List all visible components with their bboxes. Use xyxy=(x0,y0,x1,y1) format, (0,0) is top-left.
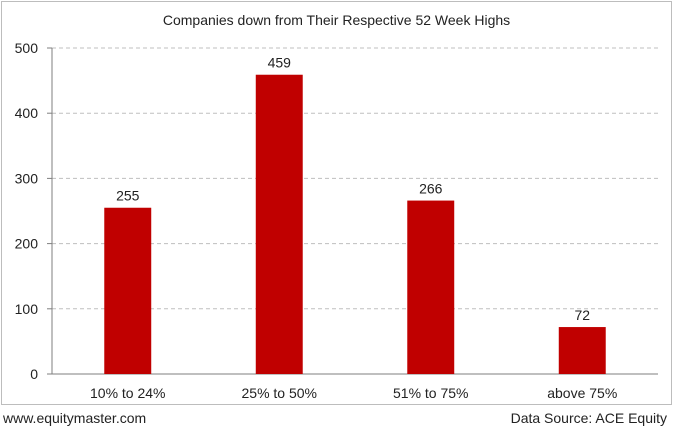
bar-series xyxy=(104,74,606,375)
data-labels: 255 459 266 72 xyxy=(116,55,590,323)
source-site: www.equitymaster.com xyxy=(3,410,147,426)
x-tick-label: above 75% xyxy=(547,385,617,401)
y-tick-label: 200 xyxy=(15,236,39,252)
y-axis: 0 100 200 300 400 500 xyxy=(15,40,53,382)
gridlines xyxy=(52,47,658,310)
bar-value-label: 72 xyxy=(574,307,590,323)
bar xyxy=(407,200,455,374)
bar xyxy=(255,74,303,375)
x-tick-label: 25% to 50% xyxy=(242,385,318,401)
y-tick-label: 0 xyxy=(30,366,38,382)
y-tick-label: 500 xyxy=(15,40,39,56)
chart-title: Companies down from Their Respective 52 … xyxy=(162,12,511,28)
x-axis: 10% to 24% 25% to 50% 51% to 75% above 75% xyxy=(52,373,658,401)
x-tick-label: 10% to 24% xyxy=(90,385,166,401)
y-tick-label: 400 xyxy=(15,105,39,121)
data-source: Data Source: ACE Equity xyxy=(510,410,667,426)
bar-value-label: 266 xyxy=(419,181,443,197)
y-tick-label: 100 xyxy=(15,301,39,317)
bar xyxy=(104,207,152,374)
bar xyxy=(558,327,606,374)
bar-value-label: 459 xyxy=(268,55,292,71)
y-tick-label: 300 xyxy=(15,170,39,186)
bar-value-label: 255 xyxy=(116,188,140,204)
x-tick-label: 51% to 75% xyxy=(393,385,469,401)
